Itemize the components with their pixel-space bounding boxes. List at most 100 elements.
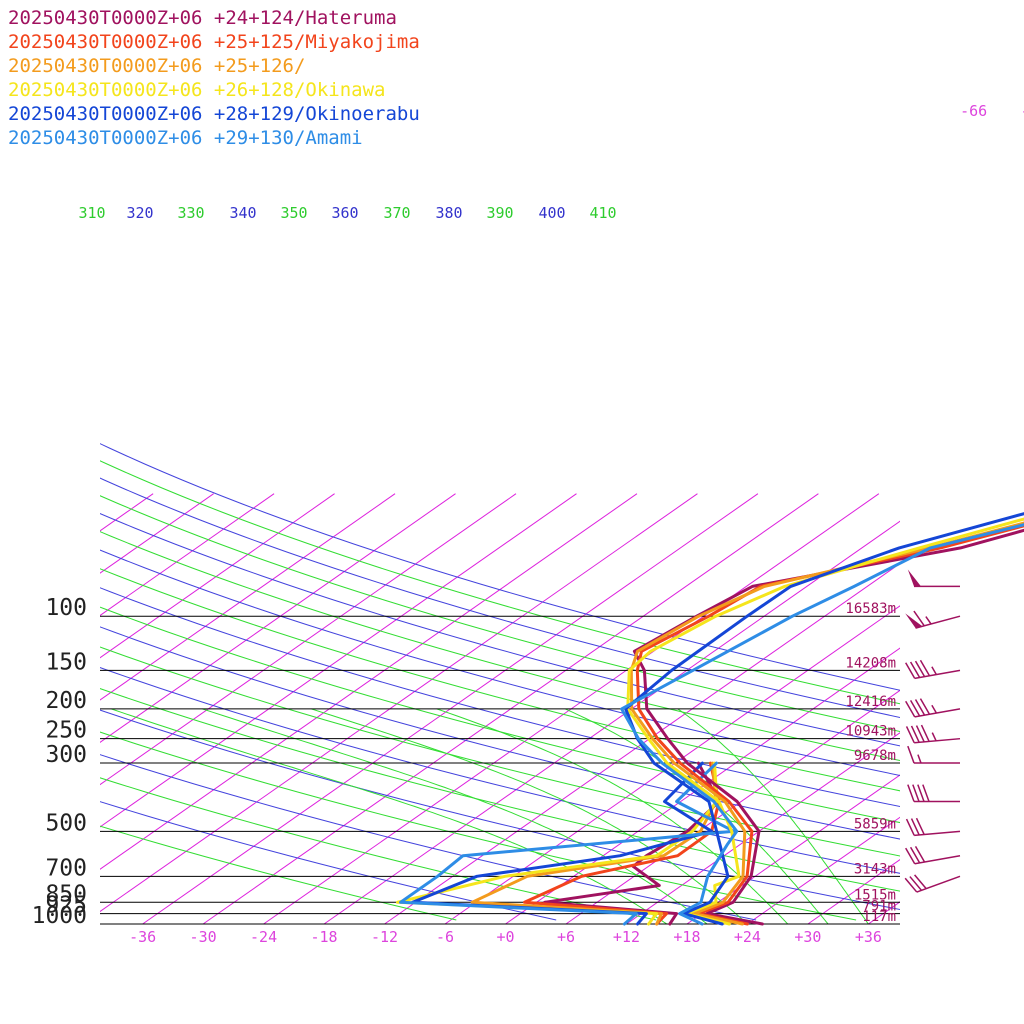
theta-label: 330 [177, 204, 204, 222]
wind-barb-flag [914, 699, 926, 716]
height-label: 12416m [845, 694, 896, 710]
wind-barb-flag [909, 700, 921, 717]
temperature-tick-label: +24 [734, 928, 761, 946]
wind-barb [907, 784, 960, 803]
wind-barb-flag [917, 784, 925, 802]
wind-barb-flag [905, 726, 915, 744]
wind-barb [907, 569, 960, 588]
wind-barb [905, 698, 961, 718]
height-label: 10943m [845, 724, 896, 740]
moist-adiabat-line [677, 708, 869, 925]
dry-adiabat-line [100, 688, 900, 892]
wind-barb-staff [916, 875, 961, 893]
wind-barb [907, 745, 960, 764]
dry-adiabat-line [100, 443, 900, 691]
temperature-tick-label: -6 [436, 928, 454, 946]
wind-barb-flag [920, 724, 930, 742]
theta-label: 350 [280, 204, 307, 222]
theta-label: 380 [435, 204, 462, 222]
wind-barb-staff [914, 830, 961, 837]
temperature-tick-label: -30 [190, 928, 217, 946]
legend-entry: 20250430T0000Z+06 +29+130/Amami [8, 127, 363, 149]
dry-adiabat-line [100, 606, 900, 824]
pressure-tick-label: 850 [45, 881, 87, 907]
isotherm-line [100, 493, 396, 701]
legend-entry: 20250430T0000Z+06 +24+124/Hateruma [8, 7, 397, 29]
legend-entry: 20250430T0000Z+06 +28+129/Okinoerabu [8, 103, 420, 125]
isotherm-line [0, 494, 32, 924]
wind-barb-flag [909, 876, 923, 891]
sounding-series [396, 512, 1024, 926]
theta-label: 370 [383, 204, 410, 222]
isotherm-line [100, 493, 214, 574]
temperature-tick-label: +0 [496, 928, 514, 946]
temperature-tick-label: -24 [250, 928, 277, 946]
pressure-tick-label: 925 [45, 893, 87, 919]
height-label: 117m [862, 909, 896, 925]
theta-label: 360 [331, 204, 358, 222]
wind-barb-staff [914, 669, 961, 680]
theta-label: 320 [126, 204, 153, 222]
temperature-line [629, 521, 1024, 926]
dry-adiabat-line [100, 646, 900, 857]
temperature-tick-label: +6 [557, 928, 575, 946]
wind-barb-flag [912, 784, 920, 802]
isotherm-line [686, 774, 900, 925]
pressure-tick-label: 300 [45, 742, 87, 768]
height-label: 5859m [854, 816, 896, 832]
temperature-tick-label: +18 [673, 928, 700, 946]
theta-label: 400 [538, 204, 565, 222]
wind-barb-half-flag [925, 616, 932, 625]
legend-entry: 20250430T0000Z+06 +26+128/Okinawa [8, 79, 386, 101]
pressure-tick-label: 100 [45, 595, 87, 621]
pressure-tick-label: 250 [45, 718, 87, 744]
wind-barb-flag [910, 725, 920, 743]
temperature-tick-label: -36 [129, 928, 156, 946]
wind-barb-pennant [907, 569, 921, 587]
wind-barb-flag [914, 846, 926, 863]
pressure-tick-label: 500 [45, 810, 87, 836]
isotherm-top-label: -60 [1021, 102, 1024, 120]
height-label: 16583m [845, 601, 896, 617]
wind-barb-staff [914, 854, 961, 865]
moist-adiabat-line [436, 708, 789, 925]
wind-barb-flag [905, 818, 915, 836]
wind-barb-flag [922, 784, 930, 802]
pressure-tick-label: 200 [45, 688, 87, 714]
legend: 20250430T0000Z+06 +24+124/Hateruma202504… [8, 7, 420, 149]
wind-barb-flag [905, 847, 916, 865]
wind-barb-flag [914, 660, 926, 678]
temperature-tick-label: +12 [613, 928, 640, 946]
height-label: 791m [862, 899, 896, 915]
dry-adiabat-line [100, 731, 857, 921]
wind-barb-flag [919, 698, 931, 715]
moist-adiabat-line [111, 708, 668, 925]
temperature-tick-label: -12 [371, 928, 398, 946]
wind-barb-flag [913, 610, 925, 627]
dry-adiabat-line [100, 626, 900, 840]
theta-label: 410 [589, 204, 616, 222]
wind-barb-flag [905, 700, 916, 718]
temperature-tick-label: +30 [794, 928, 821, 946]
wind-barb-half-flag [931, 666, 938, 675]
wind-barb-pennant [905, 613, 923, 629]
isotherm-line [989, 494, 1024, 924]
wind-barb-flag [907, 745, 915, 764]
dry-adiabat-line [100, 568, 900, 792]
wind-barb-flag [905, 662, 916, 679]
temperature-tick-label: +36 [855, 928, 882, 946]
wind-barb-staff [914, 737, 961, 744]
height-label: 1515m [854, 887, 896, 903]
dewpoint-line [399, 761, 736, 926]
height-label: 9678m [854, 748, 896, 764]
height-label: 3143m [854, 861, 896, 877]
wind-barb-flag [907, 784, 915, 802]
legend-entry: 20250430T0000Z+06 +25+125/Miyakojima [8, 31, 420, 53]
wind-barb [905, 846, 961, 865]
moist-adiabat-line [202, 708, 708, 925]
temperature-tick-label: -18 [311, 928, 338, 946]
wind-barb [905, 659, 961, 680]
wind-barb-flag [909, 846, 921, 864]
dry-adiabat-line [100, 667, 900, 874]
